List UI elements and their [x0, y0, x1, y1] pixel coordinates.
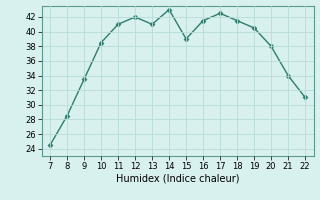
- X-axis label: Humidex (Indice chaleur): Humidex (Indice chaleur): [116, 173, 239, 183]
